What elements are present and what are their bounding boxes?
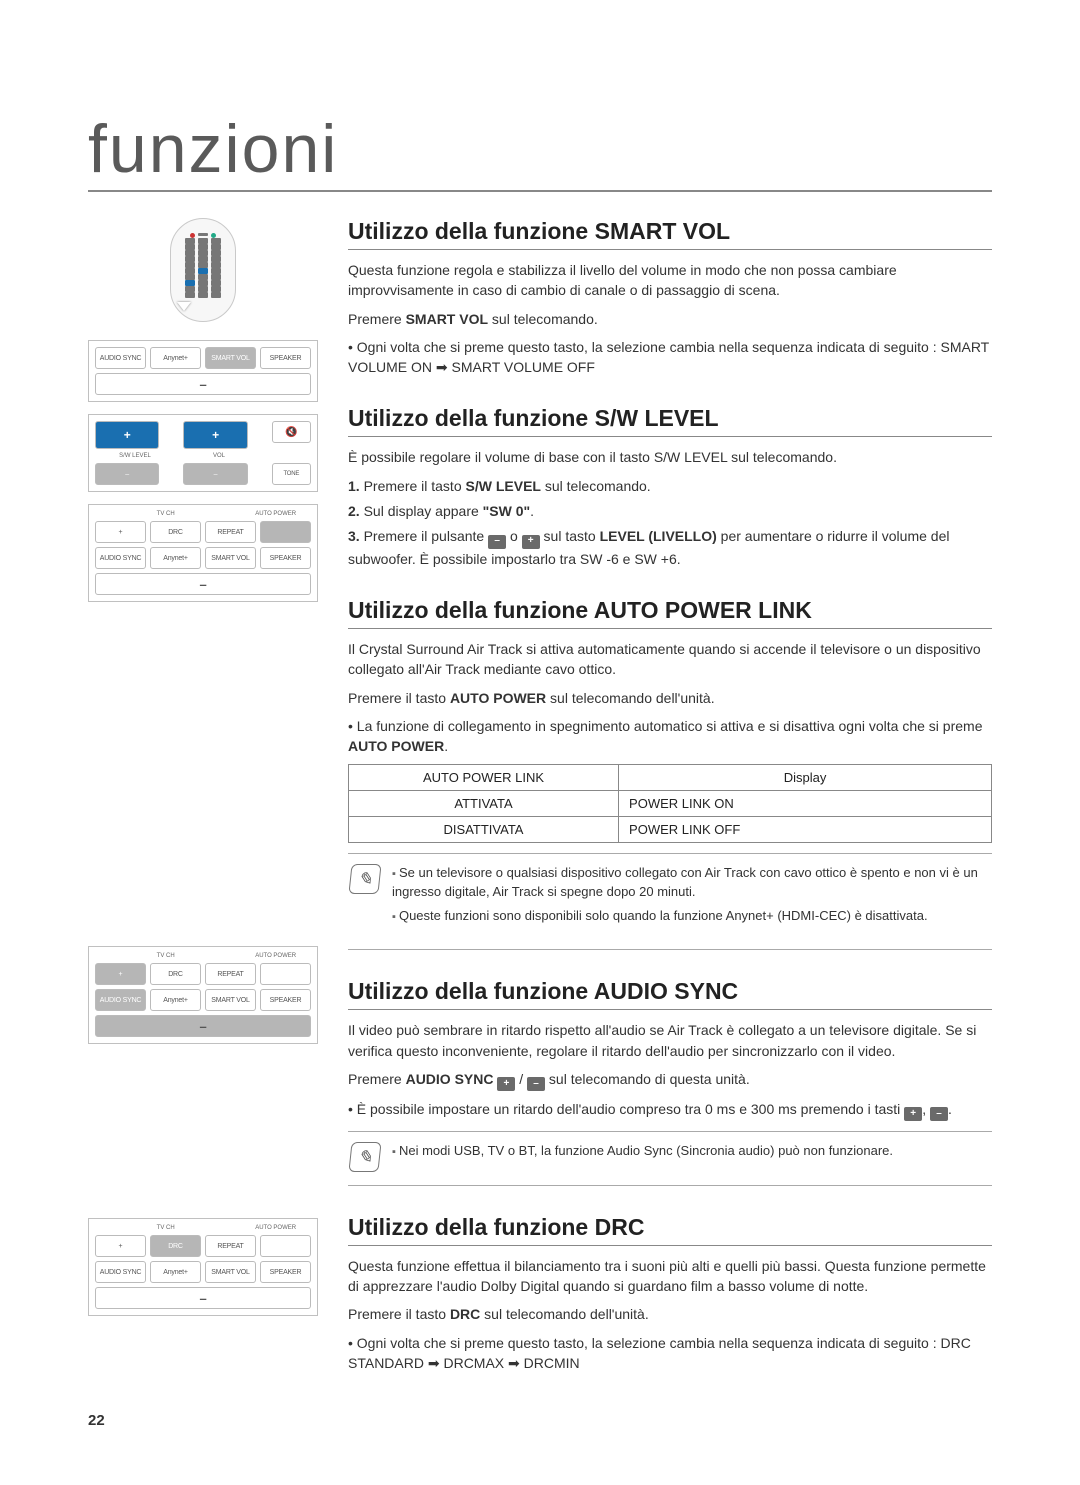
note-item: Nei modi USB, TV o BT, la funzione Audio…: [392, 1142, 893, 1160]
page-number: 22: [88, 1412, 105, 1429]
minus-icon: –: [930, 1107, 948, 1121]
drc-p2: Premere il tasto DRC sul telecomando del…: [348, 1304, 992, 1324]
remote-panel-drc: TV CH AUTO POWER + DRC REPEAT AUDIO SYNC…: [88, 1218, 318, 1316]
speaker-label: SPEAKER: [260, 347, 311, 369]
autopower-button: [260, 521, 311, 543]
as-label: AUDIO SYNC: [95, 989, 146, 1011]
repeat-label: REPEAT: [205, 963, 256, 985]
sp-label: SPEAKER: [260, 989, 311, 1011]
swlevel-p1: È possibile regolare il volume di base c…: [348, 447, 992, 467]
autopower-label: AUTO POWER: [240, 953, 311, 959]
right-column: Utilizzo della funzione SMART VOL Questa…: [348, 218, 992, 1381]
tvch-label: TV CH: [95, 1225, 236, 1231]
autopower-bullet: La funzione di collegamento in spegnimen…: [348, 716, 992, 757]
smartvol-bullet: Ogni volta che si preme questo tasto, la…: [348, 337, 992, 378]
swlevel-li2: 2. Sul display appare "SW 0".: [348, 501, 992, 521]
plus-button: +: [95, 1235, 146, 1257]
audiosync-bullet: È possibile impostare un ritardo dell'au…: [348, 1099, 992, 1121]
swlevel-li1: 1. Premere il tasto S/W LEVEL sul teleco…: [348, 476, 992, 496]
heading-drc: Utilizzo della funzione DRC: [348, 1214, 992, 1246]
autopower-label: AUTO POWER: [240, 1225, 311, 1231]
autopower-p1: Il Crystal Surround Air Track si attiva …: [348, 639, 992, 680]
table-row: DISATTIVATA POWER LINK OFF: [349, 817, 992, 843]
drc-label: DRC: [150, 521, 201, 543]
plus-left-button: +: [95, 421, 159, 449]
table-header-2: Display: [619, 765, 992, 791]
vol-label: VOL: [179, 453, 259, 459]
as-label: AUDIO SYNC: [95, 547, 146, 569]
autopower-note: ✎ Se un televisore o qualsiasi dispositi…: [348, 853, 992, 950]
audiosync-note: ✎ Nei modi USB, TV o BT, la funzione Aud…: [348, 1131, 992, 1185]
page-layout: AUDIO SYNC Anynet+ SMART VOL SPEAKER + +…: [88, 218, 992, 1381]
heading-swlevel: Utilizzo della funzione S/W LEVEL: [348, 405, 992, 437]
table-row: ATTIVATA POWER LINK ON: [349, 791, 992, 817]
minus-icon: –: [527, 1077, 545, 1091]
an-label: Anynet+: [150, 1261, 201, 1283]
anynet-label: Anynet+: [150, 347, 201, 369]
minus-button: [95, 1287, 311, 1309]
drc-label: DRC: [150, 1235, 201, 1257]
repeat-label: REPEAT: [205, 521, 256, 543]
note-icon: ✎: [348, 1142, 381, 1172]
tone-label: TONE: [272, 463, 311, 485]
heading-audiosync: Utilizzo della funzione AUDIO SYNC: [348, 978, 992, 1010]
drc-label: DRC: [150, 963, 201, 985]
tvch-label: TV CH: [95, 953, 236, 959]
smartvol-p1: Questa funzione regola e stabilizza il l…: [348, 260, 992, 301]
minus-left-button: –: [95, 463, 159, 485]
autopower-button: [260, 1235, 311, 1257]
sv-label: SMART VOL: [205, 1261, 256, 1283]
left-column: AUDIO SYNC Anynet+ SMART VOL SPEAKER + +…: [88, 218, 318, 1381]
heading-autopower: Utilizzo della funzione AUTO POWER LINK: [348, 597, 992, 629]
an-label: Anynet+: [150, 547, 201, 569]
minus-button: [95, 1015, 311, 1037]
autopower-label: AUTO POWER: [240, 511, 311, 517]
drc-bullet: Ogni volta che si preme questo tasto, la…: [348, 1333, 992, 1374]
heading-smartvol: Utilizzo della funzione SMART VOL: [348, 218, 992, 250]
plus-button: +: [95, 963, 146, 985]
as-label: AUDIO SYNC: [95, 1261, 146, 1283]
remote-panel-swlevel: + + S/W LEVEL VOL – – TONE: [88, 414, 318, 492]
mute-icon: [272, 421, 311, 443]
table-header-1: AUTO POWER LINK: [349, 765, 619, 791]
plus-button: +: [95, 521, 146, 543]
note-icon: ✎: [348, 864, 381, 894]
plus-icon: +: [904, 1107, 922, 1121]
plus-icon: +: [497, 1077, 515, 1091]
smartvol-label: SMART VOL: [205, 347, 256, 369]
an-label: Anynet+: [150, 989, 201, 1011]
note-item: Queste funzioni sono disponibili solo qu…: [392, 907, 990, 925]
repeat-label: REPEAT: [205, 1235, 256, 1257]
sv-label: SMART VOL: [205, 547, 256, 569]
audiosync-p2: Premere AUDIO SYNC + / – sul telecomando…: [348, 1069, 992, 1091]
plus-right-button: +: [183, 421, 247, 449]
smartvol-p2: Premere SMART VOL sul telecomando.: [348, 309, 992, 329]
audio-sync-label: AUDIO SYNC: [95, 347, 146, 369]
swlevel-li3: 3. Premere il pulsante – o + sul tasto L…: [348, 526, 992, 569]
autopower-table: AUTO POWER LINK Display ATTIVATA POWER L…: [348, 764, 992, 843]
page-title: funzioni: [88, 110, 992, 192]
autopower-p2: Premere il tasto AUTO POWER sul telecoma…: [348, 688, 992, 708]
minus-button: [95, 373, 311, 395]
audiosync-p1: Il video può sembrare in ritardo rispett…: [348, 1020, 992, 1061]
remote-full-illustration: [170, 218, 236, 322]
plus-icon: +: [522, 535, 540, 549]
sp-label: SPEAKER: [260, 1261, 311, 1283]
minus-button: [95, 573, 311, 595]
autopower-button: [260, 963, 311, 985]
remote-panel-smartvol: AUDIO SYNC Anynet+ SMART VOL SPEAKER: [88, 340, 318, 402]
minus-right-button: –: [183, 463, 247, 485]
minus-icon: –: [488, 535, 506, 549]
swlevel-label: S/W LEVEL: [95, 453, 175, 459]
tvch-label: TV CH: [95, 511, 236, 517]
sp-label: SPEAKER: [260, 547, 311, 569]
remote-panel-autopower: TV CH AUTO POWER + DRC REPEAT AUDIO SYNC…: [88, 504, 318, 602]
note-item: Se un televisore o qualsiasi dispositivo…: [392, 864, 990, 901]
sv-label: SMART VOL: [205, 989, 256, 1011]
drc-p1: Questa funzione effettua il bilanciament…: [348, 1256, 992, 1297]
remote-panel-audiosync: TV CH AUTO POWER + DRC REPEAT AUDIO SYNC…: [88, 946, 318, 1044]
